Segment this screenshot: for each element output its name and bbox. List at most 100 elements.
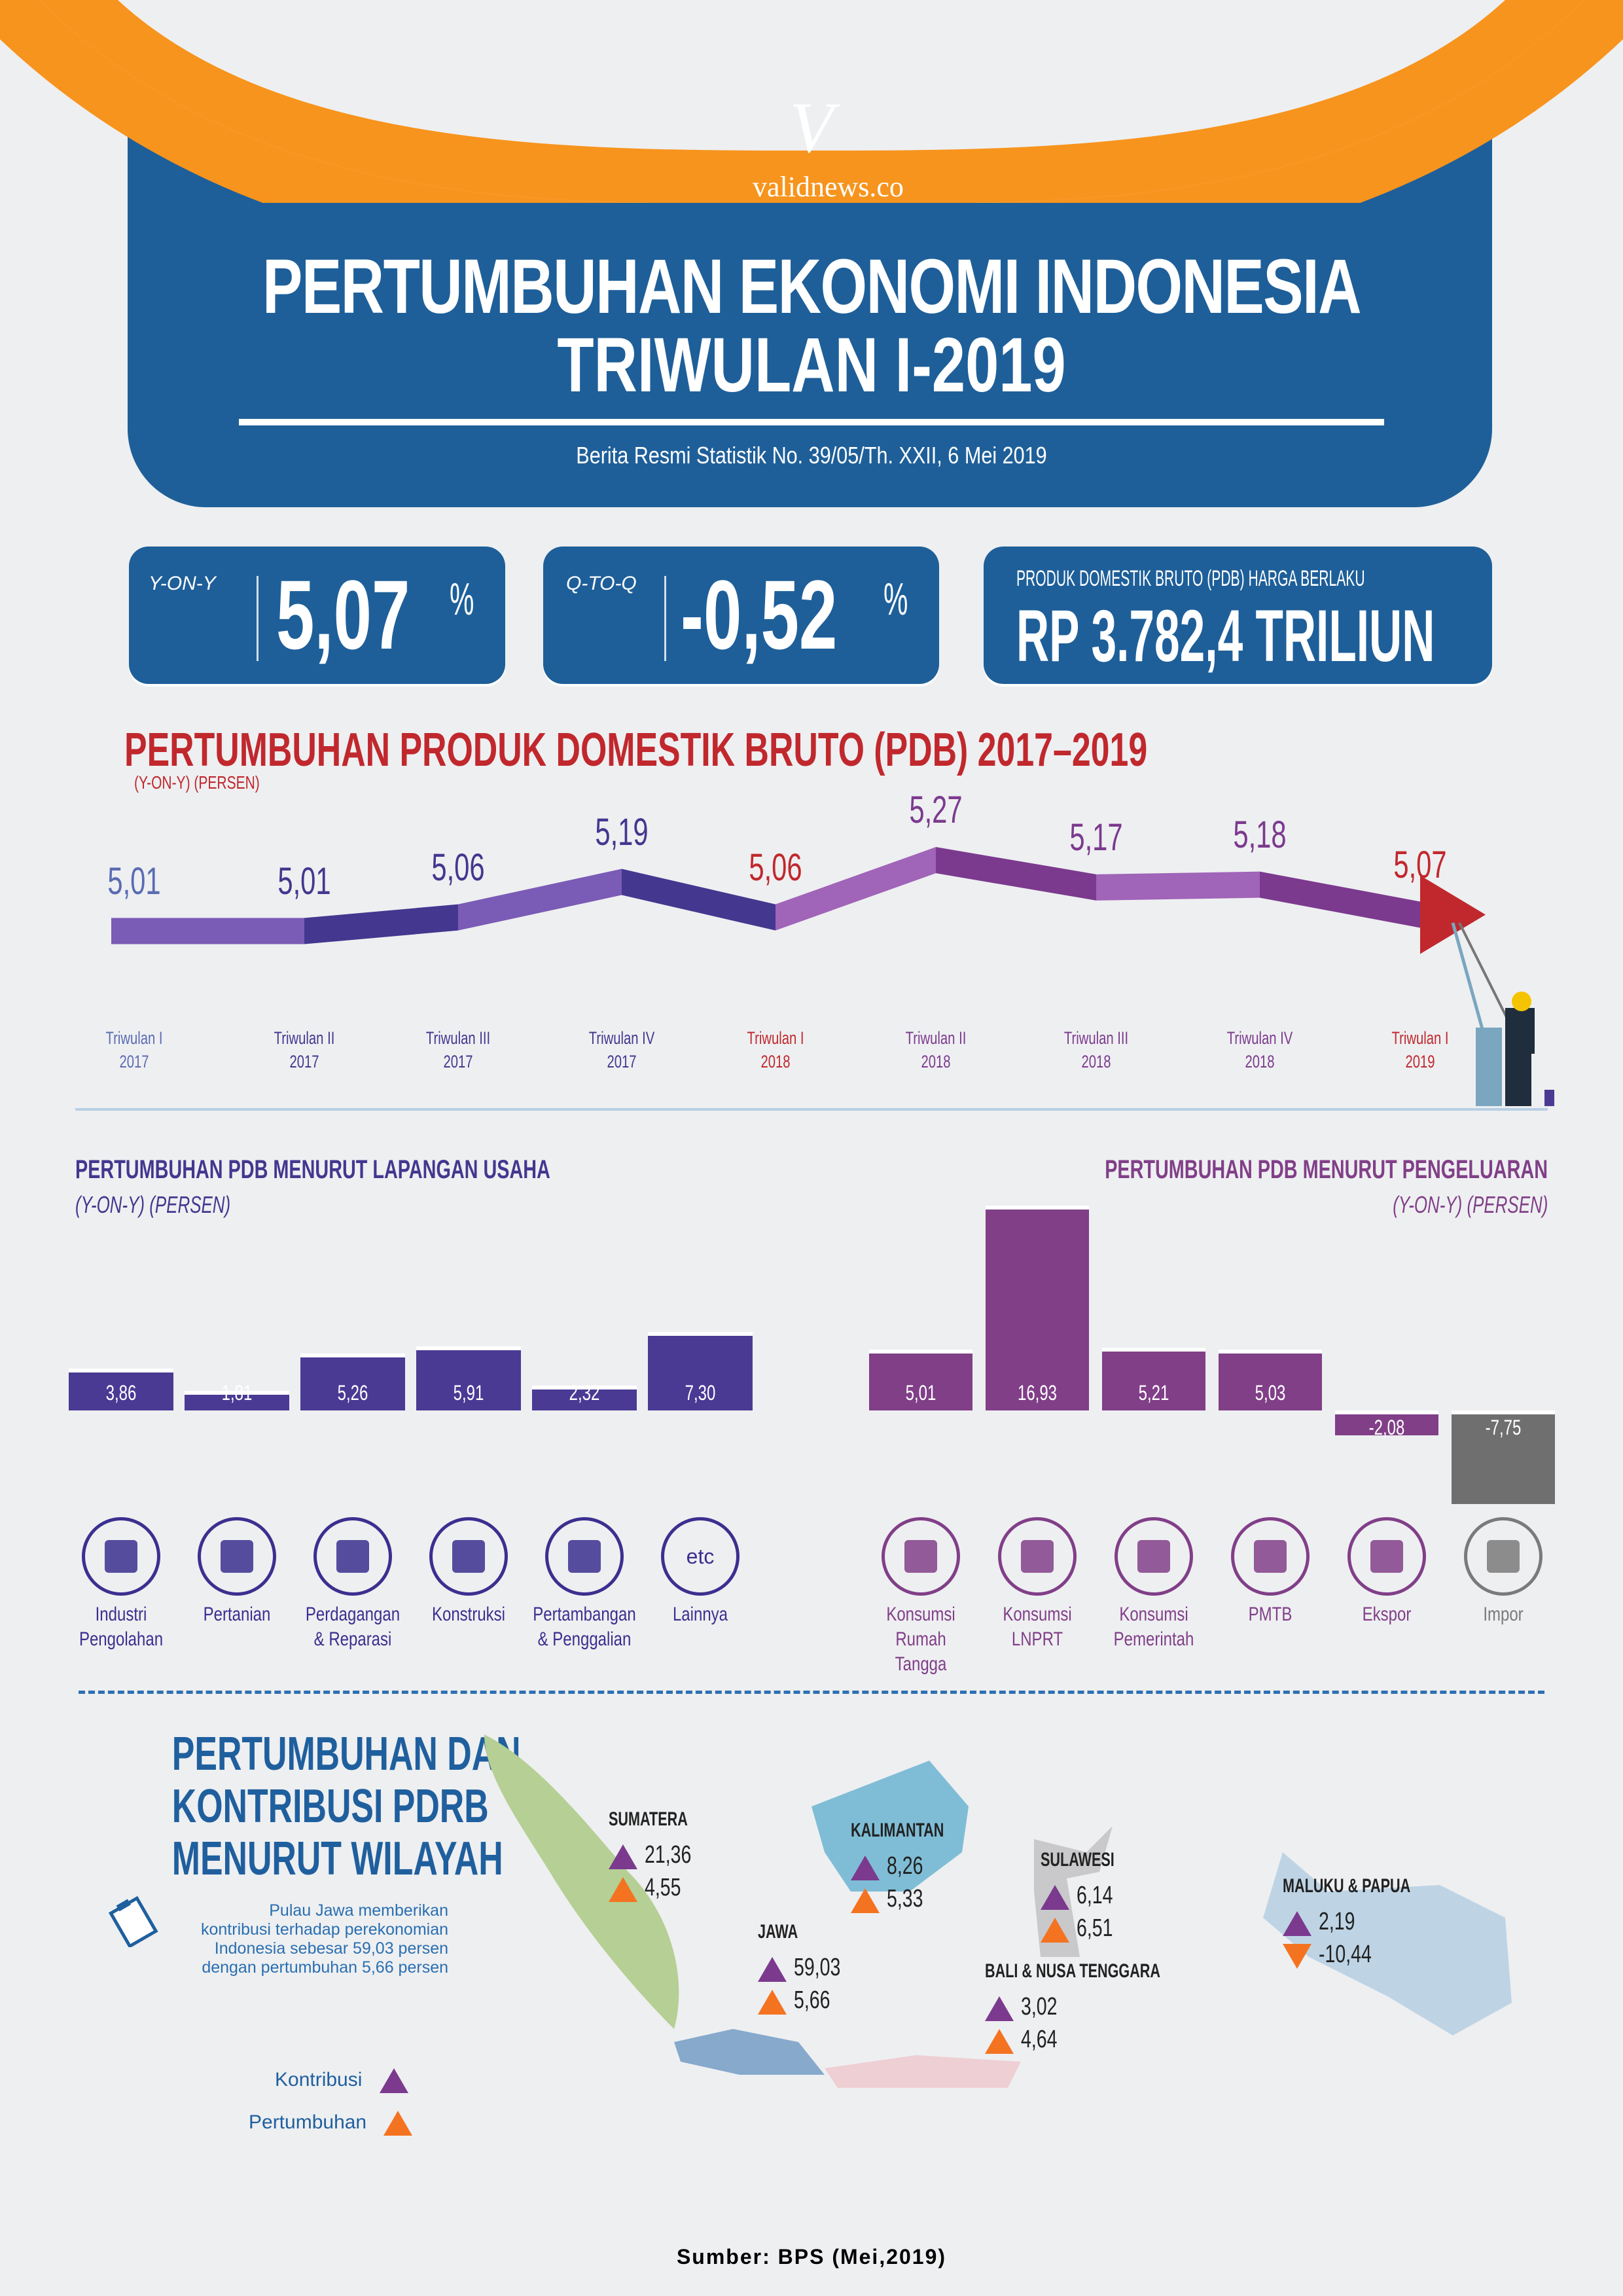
category-label: PMTB [1218, 1602, 1323, 1627]
x-tick-quarter: Triwulan I [1391, 1028, 1449, 1048]
category-label: Konsumsi Rumah Tangga [868, 1602, 973, 1677]
legend-kontribusi: Kontribusi [275, 2068, 408, 2093]
line-segment [936, 847, 1096, 901]
x-tick-quarter: Triwulan IV [1226, 1028, 1293, 1048]
category-label-line1: Impor [1483, 1604, 1524, 1625]
bar-value-label: 5,03 [1255, 1381, 1286, 1405]
money-stack-icon [1231, 1517, 1310, 1596]
x-tick-year: 2018 [1081, 1052, 1111, 1071]
category-label: Industri Pengolahan [69, 1602, 173, 1652]
region-pertumbuhan: -10,44 [1319, 1941, 1372, 1968]
kpi-yoy-value: 5,07 [276, 560, 410, 670]
region-name: MALUKU & PAPUA [1283, 1875, 1411, 1897]
clipboard-icon [108, 1895, 158, 1947]
x-tick-quarter: Triwulan II [905, 1028, 967, 1048]
data-label: 5,07 [1393, 843, 1447, 886]
category-label-line1: Ekspor [1362, 1604, 1412, 1625]
x-tick-label: Triwulan IV 2018 [1211, 1026, 1309, 1073]
region-pertumbuhan: 5,33 [887, 1885, 923, 1912]
category-label: Lainnya [648, 1602, 753, 1627]
kpi-separator [664, 576, 666, 661]
line-segment [458, 869, 622, 931]
line-segment [1260, 871, 1420, 928]
factory-icon [82, 1517, 160, 1596]
bar-value-label: 5,01 [905, 1381, 936, 1405]
triangle-up-purple-icon [1283, 1911, 1311, 1936]
data-point [1258, 883, 1262, 887]
category-label-line1: Konsumsi [1119, 1604, 1188, 1625]
trade-icon [313, 1517, 392, 1596]
etc-icon: etc [661, 1517, 740, 1596]
ship-export-icon [1347, 1517, 1426, 1596]
category-label: Konstruksi [416, 1602, 521, 1627]
line-segment [304, 904, 458, 944]
data-label: 5,18 [1233, 813, 1287, 856]
triangle-up-orange-icon [1041, 1918, 1069, 1943]
kpi-pdb-value: RP 3.782,4 TRILIUN [1016, 595, 1435, 677]
line-segment [776, 847, 936, 931]
data-point [620, 880, 624, 884]
kpi-qtq-card: Q-TO-Q -0,52 % [543, 547, 939, 684]
bar-value-label: 5,26 [337, 1381, 368, 1405]
category-label-line2: Pengolahan [79, 1628, 164, 1650]
legend-kontribusi-label: Kontribusi [275, 2068, 363, 2090]
triangle-up-purple-icon [985, 1996, 1014, 2021]
region-kontribusi: 2,19 [1319, 1908, 1355, 1935]
regional-title-line3: MENURUT WILAYAH [171, 1833, 503, 1885]
person-icon [998, 1517, 1077, 1596]
x-tick-label: Triwulan I 2018 [726, 1026, 825, 1073]
bar [532, 1385, 637, 1410]
data-point [456, 916, 460, 920]
painter-illustration-icon [1451, 922, 1554, 1106]
bar-value-label: 2,32 [569, 1381, 600, 1405]
category-label-line2: LNPRT [1011, 1628, 1063, 1650]
category-label-line1: PMTB [1248, 1604, 1293, 1625]
triangle-up-orange-icon [609, 1877, 637, 1902]
x-tick-quarter: Triwulan I [105, 1028, 163, 1048]
bar-value-label: 5,91 [453, 1381, 484, 1405]
bar [986, 1205, 1089, 1410]
kpi-qtq-label: Q-TO-Q [566, 573, 637, 594]
usaha-chart-title: PERTUMBUHAN PDB MENURUT LAPANGAN USAHA [75, 1155, 550, 1184]
ship-import-icon [1464, 1517, 1543, 1596]
bar-value-label: 5,21 [1138, 1381, 1169, 1405]
region-name: BALI & NUSA TENGGARA [985, 1960, 1160, 1982]
category-label-line1: Konsumsi [1003, 1604, 1072, 1625]
category-label-line1: Lainnya [672, 1604, 728, 1625]
line-segment [1096, 871, 1260, 901]
region-pertumbuhan: 4,55 [645, 1874, 681, 1901]
regional-note: Pulau Jawa memberikan kontribusi terhada… [200, 1901, 448, 1977]
bar-value-label: -2,08 [1368, 1416, 1405, 1439]
map-sumatera [484, 1734, 679, 2029]
bar-value-label: 1,81 [221, 1381, 253, 1405]
category-label-line1: Pertambangan [533, 1604, 636, 1625]
pdb-line-chart [111, 847, 1486, 954]
map-jawa [674, 2029, 825, 2075]
pengeluaran-chart-subtitle: (Y-ON-Y) (PERSEN) [1392, 1191, 1548, 1218]
region-kontribusi: 3,02 [1021, 1993, 1058, 2020]
validnews-logo: V validnews.co [753, 92, 904, 204]
crane-icon-glyph [452, 1540, 485, 1573]
region-kontribusi: 6,14 [1077, 1882, 1113, 1909]
factory-icon-glyph [105, 1540, 137, 1573]
data-label: 5,27 [909, 789, 963, 832]
triangle-up-orange-icon [985, 2029, 1014, 2054]
category-label-line2: & Penggalian [537, 1628, 632, 1650]
category-label: Pertanian [185, 1602, 289, 1627]
triangle-up-purple-icon [609, 1844, 637, 1869]
x-tick-label: Triwulan IV 2017 [573, 1026, 671, 1073]
pengeluaran-chart-title: PERTUMBUHAN PDB MENURUT PENGELUARAN [1105, 1155, 1548, 1184]
shopping-scooter-icon [882, 1517, 960, 1596]
person-icon-glyph [1021, 1540, 1054, 1573]
x-tick-label: Triwulan III 2017 [409, 1026, 507, 1073]
region-name: JAWA [758, 1921, 798, 1943]
x-tick-quarter: Triwulan III [1063, 1028, 1129, 1048]
government-building-icon [1115, 1517, 1193, 1596]
region-name: SULAWESI [1041, 1849, 1115, 1871]
category-label-line2: & Reparasi [313, 1628, 392, 1650]
bar [648, 1331, 753, 1410]
page-title-line1: PERTUMBUHAN EKONOMI INDONESIA [262, 243, 1362, 330]
kpi-pdb-card: PRODUK DOMESTIK BRUTO (PDB) HARGA BERLAK… [984, 547, 1492, 684]
x-tick-year: 2017 [289, 1052, 319, 1071]
category-label-line2: Rumah Tangga [895, 1628, 947, 1675]
